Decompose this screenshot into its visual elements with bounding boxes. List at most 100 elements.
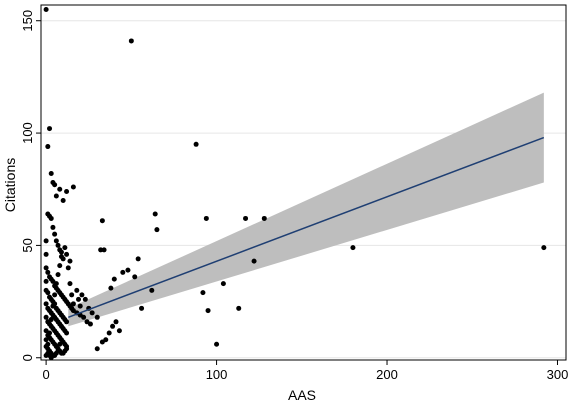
data-point xyxy=(120,269,126,275)
data-point xyxy=(132,274,138,280)
data-point xyxy=(261,215,267,221)
data-point xyxy=(43,287,49,293)
y-axis-ticks: 0 50 100 150 xyxy=(20,10,41,361)
data-point xyxy=(87,321,93,327)
data-point xyxy=(251,258,257,264)
data-point xyxy=(70,301,76,307)
data-point xyxy=(58,254,64,260)
y-tick-label: 0 xyxy=(20,354,35,361)
data-point xyxy=(53,193,59,199)
data-point xyxy=(64,251,70,257)
data-point xyxy=(125,267,131,273)
data-point xyxy=(45,144,51,150)
data-point xyxy=(47,126,53,132)
data-point xyxy=(111,276,117,282)
data-point xyxy=(50,303,56,309)
data-point xyxy=(139,305,145,311)
data-point xyxy=(48,317,54,323)
data-point xyxy=(101,247,107,253)
data-point xyxy=(76,296,81,302)
data-point xyxy=(69,292,75,298)
data-point xyxy=(94,346,100,352)
data-point xyxy=(64,319,70,325)
x-tick-label: 100 xyxy=(206,367,228,382)
data-point xyxy=(350,245,356,251)
data-point xyxy=(89,310,95,316)
x-tick-label: 0 xyxy=(42,367,49,382)
data-point xyxy=(47,330,53,336)
plot-frame xyxy=(40,4,567,361)
data-point xyxy=(52,231,58,237)
y-tick-label: 150 xyxy=(20,10,35,32)
x-axis-ticks: 0 100 200 300 xyxy=(42,360,568,382)
data-point xyxy=(43,337,49,343)
data-point xyxy=(94,314,100,320)
data-point xyxy=(45,350,51,356)
data-point xyxy=(205,308,211,314)
data-point xyxy=(48,171,54,177)
data-point xyxy=(154,227,160,233)
data-point xyxy=(65,265,71,271)
fit-line-layer xyxy=(68,136,545,319)
x-tick-label: 300 xyxy=(547,367,569,382)
data-point xyxy=(48,355,54,361)
data-point xyxy=(193,141,199,147)
data-point xyxy=(55,272,61,278)
data-point xyxy=(110,323,116,329)
data-point xyxy=(64,346,70,352)
x-tick-label: 200 xyxy=(376,367,398,382)
data-point xyxy=(43,251,49,257)
plot-border xyxy=(40,4,567,361)
data-point xyxy=(53,238,59,244)
data-point xyxy=(57,341,63,347)
data-point xyxy=(60,197,66,203)
confidence-band-layer xyxy=(68,92,544,327)
data-point xyxy=(82,296,88,302)
data-point xyxy=(99,218,105,224)
grid-lines xyxy=(41,20,566,359)
data-point xyxy=(64,188,70,194)
data-point xyxy=(74,287,80,293)
data-point xyxy=(152,211,158,217)
fit-line xyxy=(68,136,545,319)
data-point xyxy=(77,303,83,309)
data-point xyxy=(64,330,70,336)
y-tick-label: 100 xyxy=(20,122,35,144)
data-point xyxy=(57,263,63,269)
data-point xyxy=(70,184,76,190)
data-point xyxy=(243,215,249,221)
data-point xyxy=(149,287,155,293)
data-point xyxy=(57,186,63,192)
data-point xyxy=(58,249,64,255)
data-point xyxy=(55,242,61,248)
data-point xyxy=(214,341,220,347)
data-point xyxy=(106,330,112,336)
data-point xyxy=(43,301,49,307)
y-tick-label: 50 xyxy=(20,238,35,252)
data-point xyxy=(43,238,49,244)
data-point xyxy=(62,245,68,251)
x-axis-title: AAS xyxy=(288,387,316,403)
data-point xyxy=(53,281,59,287)
data-point xyxy=(48,215,54,221)
data-point xyxy=(200,290,206,296)
data-point xyxy=(79,292,85,298)
data-point xyxy=(43,6,49,12)
data-point xyxy=(541,245,547,251)
data-point xyxy=(45,341,51,347)
data-point xyxy=(67,281,73,287)
confidence-band xyxy=(68,92,544,327)
data-point xyxy=(43,265,49,271)
data-point xyxy=(236,305,242,311)
data-point xyxy=(52,292,58,298)
data-point xyxy=(55,348,61,354)
data-point xyxy=(135,256,141,262)
data-point xyxy=(67,258,73,264)
data-point xyxy=(128,38,134,44)
data-point xyxy=(203,215,209,221)
data-points xyxy=(43,6,547,361)
data-point xyxy=(43,314,49,320)
data-point xyxy=(43,278,49,284)
y-axis-title: Citations xyxy=(2,158,18,212)
